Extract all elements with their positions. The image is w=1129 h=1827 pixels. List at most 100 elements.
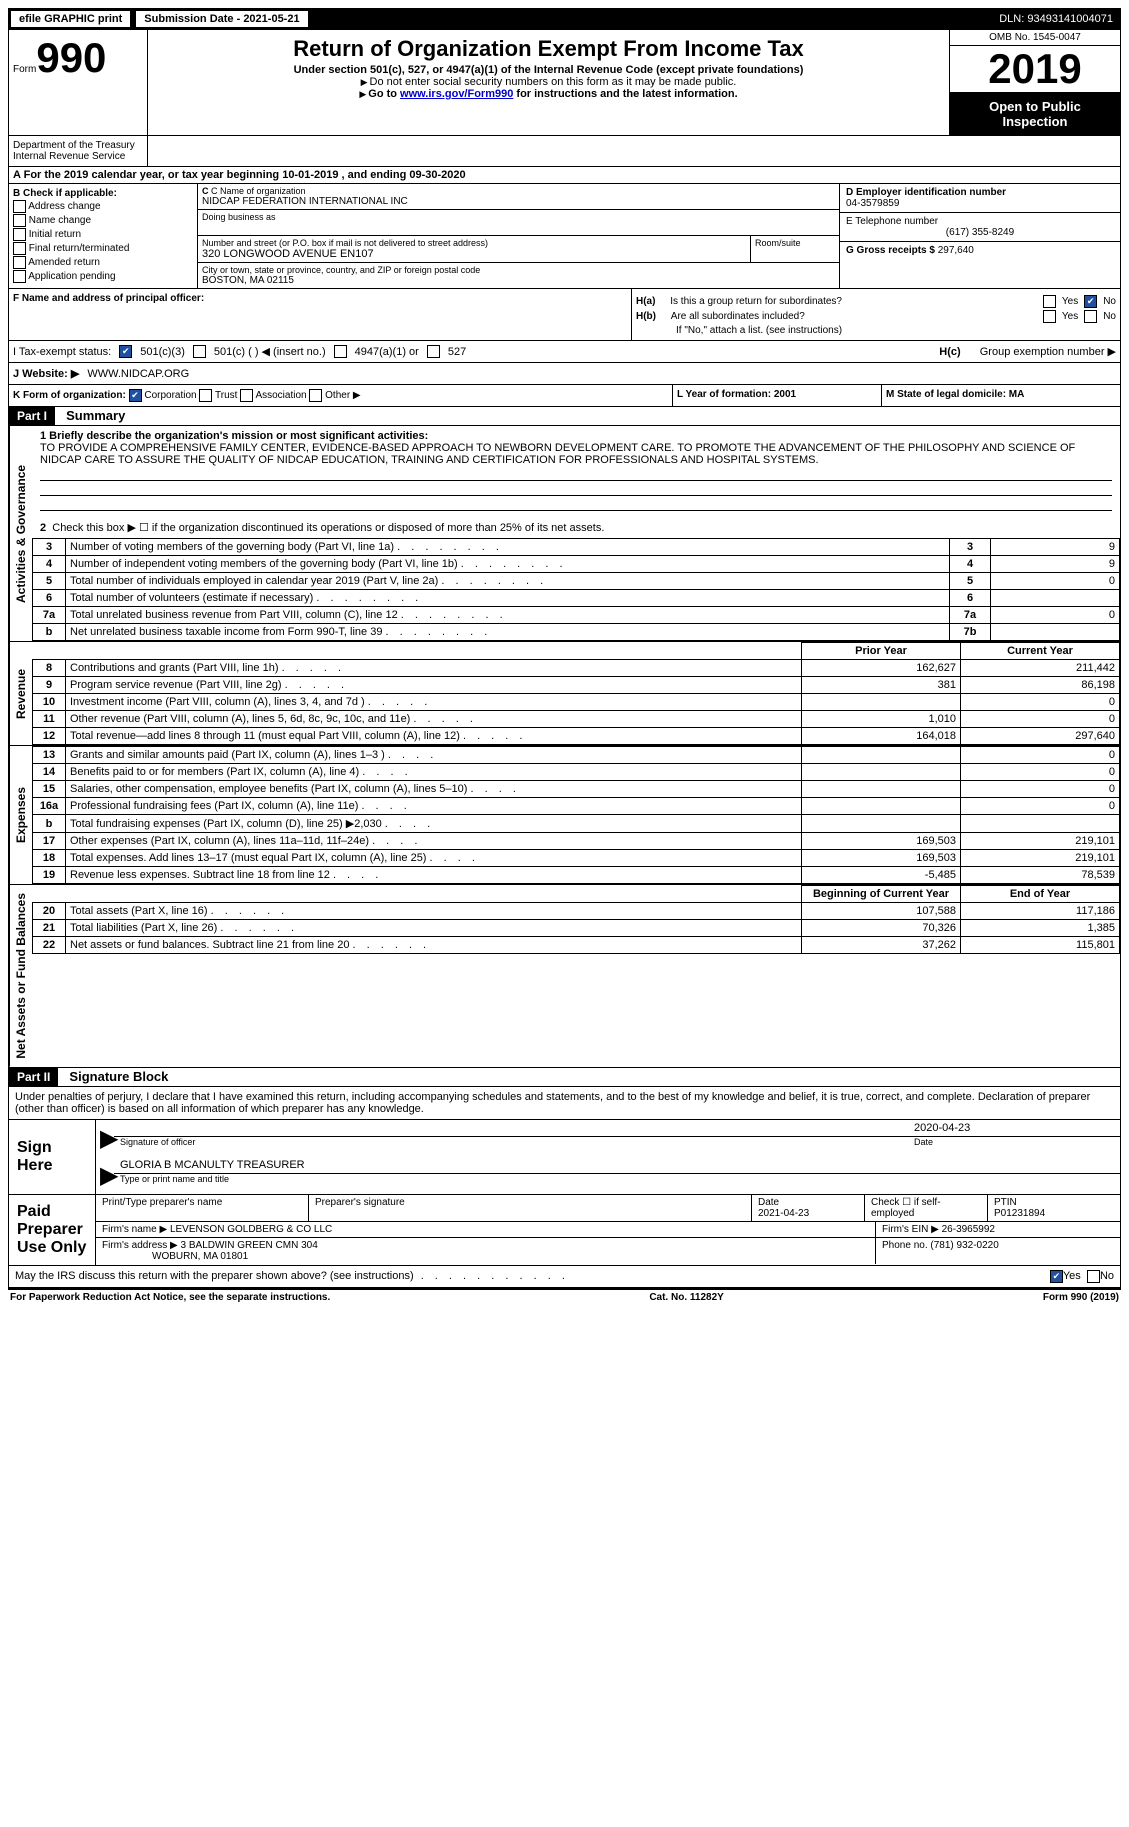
submission-date: Submission Date - 2021-05-21 [135, 10, 308, 28]
cb-trust[interactable] [199, 389, 212, 402]
cb-other[interactable] [309, 389, 322, 402]
line-desc: Total fundraising expenses (Part IX, col… [66, 815, 802, 833]
cb-amended-return[interactable] [13, 256, 26, 269]
cb-501c[interactable] [193, 345, 206, 358]
date-label: Date [908, 1137, 1120, 1147]
line-desc: Professional fundraising fees (Part IX, … [66, 798, 802, 815]
line-desc: Total revenue—add lines 8 through 11 (mu… [66, 728, 802, 745]
prep-date-label: Date [758, 1197, 779, 1208]
prep-date: 2021-04-23 [758, 1208, 809, 1219]
line-desc: Contributions and grants (Part VIII, lin… [66, 660, 802, 677]
name-pointer-icon: ▶ [96, 1157, 114, 1194]
cb-ha-yes[interactable] [1043, 295, 1056, 308]
irs-link[interactable]: www.irs.gov/Form990 [400, 88, 513, 100]
line-desc: Total liabilities (Part X, line 26) . . … [66, 920, 802, 937]
cb-final-return[interactable] [13, 242, 26, 255]
line-num: 8 [33, 660, 66, 677]
line-box: 5 [950, 573, 991, 590]
sig-pointer-icon: ▶ [96, 1120, 114, 1157]
type-name-label: Type or print name and title [114, 1174, 1120, 1184]
firm-name-label: Firm's name ▶ [102, 1224, 167, 1235]
cb-hb-yes[interactable] [1043, 310, 1056, 323]
line-desc: Number of voting members of the governin… [66, 539, 950, 556]
prep-name-label: Print/Type preparer's name [96, 1195, 309, 1221]
cb-discuss-no[interactable] [1087, 1270, 1100, 1283]
cb-ha-no[interactable] [1084, 295, 1097, 308]
page-footer: For Paperwork Reduction Act Notice, see … [8, 1288, 1121, 1305]
website-label: J Website: ▶ [13, 367, 79, 380]
cb-4947[interactable] [334, 345, 347, 358]
discuss-question: May the IRS discuss this return with the… [15, 1270, 414, 1282]
line-num: 16a [33, 798, 66, 815]
prior-val [802, 747, 961, 764]
phone-label: E Telephone number [846, 216, 938, 227]
line-desc: Salaries, other compensation, employee b… [66, 781, 802, 798]
box-b: B Check if applicable: Address change Na… [9, 184, 198, 288]
form-990: 990 [36, 34, 106, 81]
paid-preparer-label: Paid Preparer Use Only [9, 1195, 95, 1265]
top-bar: efile GRAPHIC print Submission Date - 20… [8, 8, 1121, 30]
room-label: Room/suite [755, 238, 835, 248]
current-val: 0 [961, 747, 1120, 764]
line-desc: Total unrelated business revenue from Pa… [66, 607, 950, 624]
line-num: 7a [33, 607, 66, 624]
dba-label: Doing business as [202, 212, 835, 222]
line-desc: Investment income (Part VIII, column (A)… [66, 694, 802, 711]
side-net-assets: Net Assets or Fund Balances [9, 885, 32, 1067]
form-ref: Form 990 (2019) [1043, 1292, 1119, 1303]
cb-hb-no[interactable] [1084, 310, 1097, 323]
line-num: 4 [33, 556, 66, 573]
expenses-table: 13 Grants and similar amounts paid (Part… [32, 746, 1120, 884]
line-num: 11 [33, 711, 66, 728]
line-desc: Total number of individuals employed in … [66, 573, 950, 590]
line-desc: Total assets (Part X, line 16) . . . . .… [66, 903, 802, 920]
current-val: 219,101 [961, 833, 1120, 850]
line-val: 0 [991, 607, 1120, 624]
firm-ein-label: Firm's EIN ▶ [882, 1224, 939, 1235]
begin-val: 70,326 [802, 920, 961, 937]
cb-association[interactable] [240, 389, 253, 402]
open-to-public: Open to Public Inspection [950, 93, 1120, 135]
line-box: 4 [950, 556, 991, 573]
current-val: 0 [961, 711, 1120, 728]
year-formation: L Year of formation: 2001 [673, 385, 882, 406]
prior-val: 164,018 [802, 728, 961, 745]
end-val: 117,186 [961, 903, 1120, 920]
tax-period: A For the 2019 calendar year, or tax yea… [8, 167, 1121, 184]
line-val [991, 624, 1120, 641]
line-num: 14 [33, 764, 66, 781]
prior-val: 169,503 [802, 833, 961, 850]
current-val: 297,640 [961, 728, 1120, 745]
sign-here-label: Sign Here [9, 1120, 95, 1194]
prior-val: 381 [802, 677, 961, 694]
side-expenses: Expenses [9, 746, 32, 884]
firm-name: LEVENSON GOLDBERG & CO LLC [170, 1224, 332, 1235]
cb-application-pending[interactable] [13, 270, 26, 283]
current-val: 86,198 [961, 677, 1120, 694]
current-val: 0 [961, 694, 1120, 711]
city-state-zip: BOSTON, MA 02115 [202, 275, 835, 286]
box-b-label: B Check if applicable: [13, 188, 117, 199]
line-num: b [33, 624, 66, 641]
revenue-table: Prior YearCurrent Year8 Contributions an… [32, 642, 1120, 745]
cb-address-change[interactable] [13, 200, 26, 213]
line-num: 12 [33, 728, 66, 745]
line-desc: Other revenue (Part VIII, column (A), li… [66, 711, 802, 728]
firm-phone-label: Phone no. [882, 1240, 928, 1251]
box-f: F Name and address of principal officer: [9, 289, 632, 340]
cb-527[interactable] [427, 345, 440, 358]
cb-discuss-yes[interactable] [1050, 1270, 1063, 1283]
current-val: 211,442 [961, 660, 1120, 677]
dln-label: DLN: 93493141004071 [993, 11, 1119, 27]
cb-name-change[interactable] [13, 214, 26, 227]
current-val: 219,101 [961, 850, 1120, 867]
current-val: 0 [961, 781, 1120, 798]
cb-initial-return[interactable] [13, 228, 26, 241]
form-number-box: Form990 [9, 30, 148, 135]
cb-501c3[interactable] [119, 345, 132, 358]
efile-button[interactable]: efile GRAPHIC print [10, 10, 131, 28]
begin-val: 37,262 [802, 937, 961, 954]
warning-line: Do not enter social security numbers on … [370, 76, 737, 88]
end-val: 115,801 [961, 937, 1120, 954]
cb-corporation[interactable] [129, 389, 142, 402]
